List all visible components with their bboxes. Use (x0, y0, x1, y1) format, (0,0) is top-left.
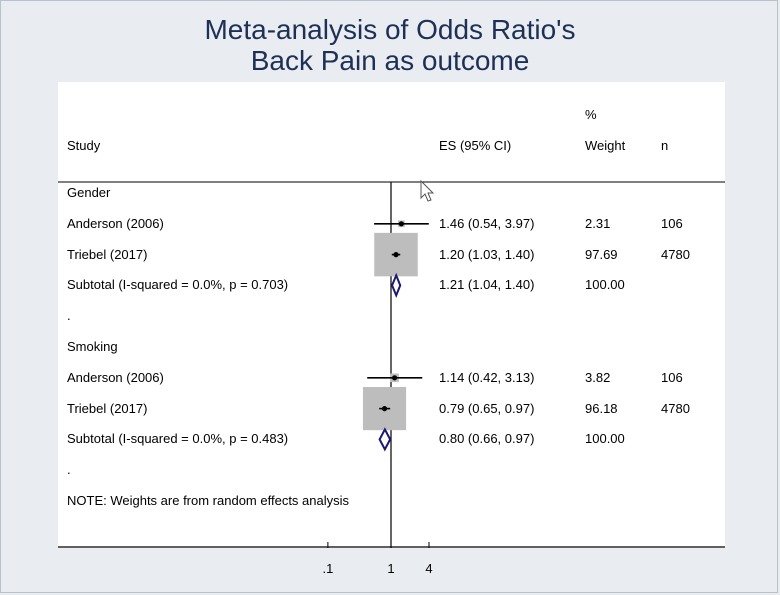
subtotal-diamond (378, 427, 392, 452)
effect-size-text: 0.79 (0.65, 0.97) (439, 400, 535, 416)
chart-title-line-1: Meta-analysis of Odds Ratio's (204, 14, 576, 45)
subtotal-label: Subtotal (I-squared = 0.0%, p = 0.483) (67, 431, 289, 447)
column-header-weight: Weight (585, 138, 626, 153)
effect-size-text: 1.14 (0.42, 3.13) (439, 369, 535, 385)
weight-text: 100.00 (585, 431, 625, 447)
chart-title-line-2: Back Pain as outcome (250, 45, 530, 76)
weight-text: 96.18 (585, 400, 618, 416)
mouse-pointer-icon (420, 180, 435, 202)
effect-size-text: 0.80 (0.66, 0.97) (439, 431, 535, 447)
study-label: Anderson (2006) (67, 215, 164, 231)
group-separator-dot: . (67, 462, 71, 478)
column-header-study: Study (67, 138, 101, 153)
column-header-weight-percent: % (585, 107, 597, 122)
study-label: Triebel (2017) (67, 246, 148, 262)
study-label: Triebel (2017) (67, 400, 148, 416)
group-label: Smoking (67, 339, 118, 354)
sample-size-text: 106 (661, 369, 683, 385)
effect-size-text: 1.20 (1.03, 1.40) (439, 246, 535, 262)
effect-size-text: 1.21 (1.04, 1.40) (439, 277, 535, 293)
sample-size-text: 4780 (661, 246, 690, 262)
point-estimate (381, 406, 388, 412)
column-header-n: n (661, 138, 669, 153)
x-tick-label: 4 (425, 561, 433, 576)
sample-size-text: 106 (661, 215, 683, 231)
point-estimate (391, 375, 398, 381)
chart-title: Meta-analysis of Odds Ratio's Back Pain … (0, 14, 780, 76)
study-label: Anderson (2006) (67, 369, 164, 385)
point-estimate (393, 252, 399, 258)
sample-size-text: 4780 (661, 400, 690, 416)
group-separator-dot: . (67, 308, 71, 324)
x-tick-label: .1 (322, 561, 334, 576)
point-estimate (398, 221, 404, 227)
column-header-es: ES (95% CI) (439, 138, 512, 153)
subtotal-label: Subtotal (I-squared = 0.0%, p = 0.703) (67, 277, 289, 293)
weight-text: 3.82 (585, 369, 611, 385)
x-tick-label: 1 (387, 561, 395, 576)
forest-plot (58, 181, 725, 548)
weight-text: 97.69 (585, 246, 618, 262)
subtotal-diamond (390, 272, 402, 299)
weight-text: 2.31 (585, 215, 611, 231)
plot-panel: Study ES (95% CI) % Weight n .1 1 4 Gender A… (58, 82, 725, 576)
effect-size-text: 1.46 (0.54, 3.97) (439, 215, 535, 231)
weight-text: 100.00 (585, 277, 625, 293)
group-label: Gender (67, 185, 111, 200)
footnote: NOTE: Weights are from random effects an… (67, 493, 350, 508)
